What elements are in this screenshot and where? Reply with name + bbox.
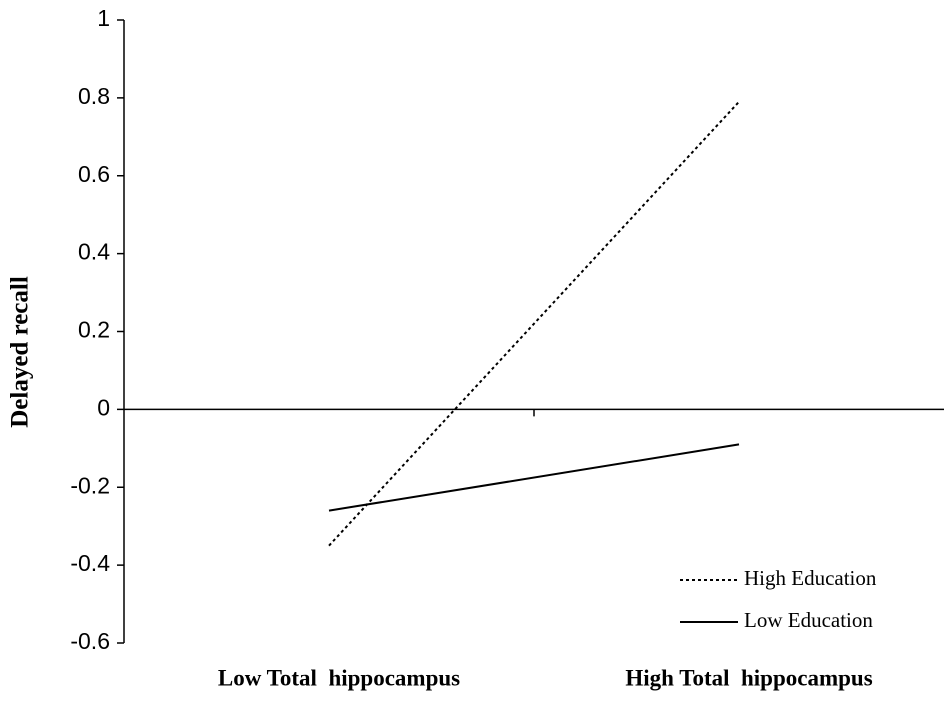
y-tick-label: -0.2	[70, 472, 110, 498]
y-tick-label: 0.8	[78, 83, 110, 109]
series-line	[328, 443, 740, 512]
y-tick-label: -0.6	[70, 628, 110, 654]
y-axis-label: Delayed recall	[7, 276, 34, 428]
y-tick-label: 1	[97, 5, 110, 31]
y-tick-label: 0.6	[78, 161, 110, 187]
x-tick-label: Low Total hippocampus	[218, 665, 460, 690]
series-line	[328, 101, 740, 547]
y-tick-label: 0.4	[78, 239, 110, 265]
y-tick-label: 0.2	[78, 317, 110, 343]
legend-label: High Education	[744, 566, 877, 590]
legend-label: Low Education	[744, 608, 873, 632]
y-tick-label: 0	[97, 394, 110, 420]
y-tick-label: -0.4	[70, 550, 110, 576]
x-tick-label: High Total hippocampus	[625, 665, 872, 690]
